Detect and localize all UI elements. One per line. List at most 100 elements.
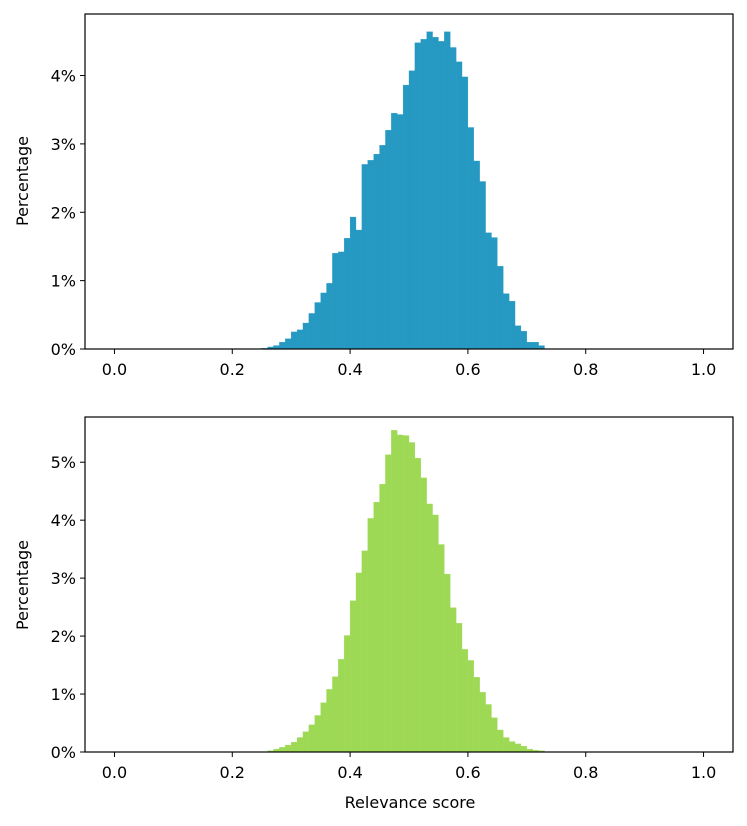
histogram-bar [408, 442, 416, 753]
histogram-bar [438, 544, 445, 753]
y-tick-label: 4% [51, 67, 76, 86]
x-tick-label: 0.8 [573, 360, 598, 379]
histogram-bar [473, 677, 480, 753]
histogram-bar [373, 153, 380, 350]
histogram-bar [432, 514, 439, 753]
histogram-bar [302, 322, 309, 350]
histogram-bar [344, 635, 351, 753]
histogram-bar [461, 649, 469, 753]
histogram-bar [308, 724, 315, 753]
relevance-histogram-top: Percentage 0.0 0.2 0.4 0.6 0.8 1.0 0% 1% 2% 3% 4% [13, 13, 734, 379]
y-axis-label: Percentage [13, 136, 32, 226]
histogram-bar [432, 37, 439, 350]
histogram-bar [485, 232, 492, 350]
histogram-bar [426, 503, 433, 753]
x-tick-label: 0.6 [455, 763, 480, 782]
x-tick-label: 1.0 [691, 360, 716, 379]
histogram-bar [291, 331, 298, 350]
x-tick-label: 0.4 [337, 763, 362, 782]
histogram-bar [444, 573, 451, 753]
histogram-bar [450, 607, 457, 753]
y-tick-label: 3% [51, 569, 76, 588]
histogram-bar [485, 704, 492, 753]
histogram-bar [520, 331, 527, 350]
histogram-bar [514, 325, 522, 350]
y-tick-label: 4% [51, 511, 76, 530]
y-tick-label: 3% [51, 135, 76, 154]
histogram-bar [361, 550, 368, 753]
histogram-bar [455, 623, 463, 753]
histogram-bar [479, 692, 486, 753]
histogram-bar [355, 572, 363, 753]
histogram-bar [514, 743, 522, 753]
histogram-bar [497, 266, 504, 350]
histogram-bar [349, 600, 357, 753]
histogram-bar [503, 737, 510, 753]
histogram-bar [397, 434, 404, 753]
histogram-bar [320, 292, 327, 350]
x-tick-label: 0.0 [102, 763, 127, 782]
histogram-bar [338, 251, 345, 350]
histogram-bar [467, 127, 474, 350]
y-tick-label: 2% [51, 627, 76, 646]
histogram-bar [402, 435, 410, 753]
histogram-bar [279, 342, 286, 350]
histogram-bar [379, 145, 386, 350]
y-tick-label: 2% [51, 203, 76, 222]
histogram-bar [349, 216, 357, 350]
histogram-bar [420, 477, 427, 753]
histogram-bar [308, 313, 315, 350]
histogram-bar [491, 237, 498, 350]
histogram-bar [426, 31, 433, 350]
histogram-bar [455, 61, 463, 350]
x-tick-label: 0.8 [573, 763, 598, 782]
relevance-histogram-bottom: Percentage Relevance score 0.0 0.2 0.4 0.6 0… [13, 416, 734, 812]
histogram-bar [296, 737, 304, 753]
histogram-bar [503, 293, 510, 350]
histogram-bars [267, 430, 545, 753]
histogram-bar [385, 130, 392, 350]
y-tick-label: 1% [51, 272, 76, 291]
histogram-bar [344, 238, 351, 350]
histogram-bar [520, 746, 527, 753]
histogram-bar [314, 715, 321, 753]
histogram-bar [397, 114, 404, 350]
histogram-bar [391, 112, 398, 350]
histogram-bar [491, 717, 498, 753]
x-tick-label: 1.0 [691, 763, 716, 782]
x-tick-label: 0.2 [220, 763, 245, 782]
histogram-bar [355, 229, 363, 350]
histogram-bar [391, 430, 398, 753]
histogram-bar [379, 484, 386, 753]
histogram-bar [444, 31, 451, 350]
x-axis-label: Relevance score [345, 793, 476, 812]
histogram-bar [285, 338, 292, 350]
y-axis-label: Percentage [13, 540, 32, 630]
axes-frame [84, 13, 734, 350]
histogram-bar [508, 741, 516, 753]
histogram-bar [373, 502, 380, 753]
histogram-bar [385, 454, 392, 753]
histogram-bar [479, 181, 486, 350]
histogram-bar [402, 84, 410, 350]
histogram-bar [532, 342, 539, 350]
histogram-bar [338, 659, 345, 753]
histogram-bar [497, 729, 504, 753]
histogram-bar [285, 744, 292, 753]
y-tick-label: 0% [51, 743, 76, 762]
histogram-bar [467, 660, 474, 753]
x-tick-label: 0.6 [455, 360, 480, 379]
x-tick-label: 0.2 [220, 360, 245, 379]
y-tick-label: 5% [51, 453, 76, 472]
histogram-bar [414, 457, 421, 753]
x-tick-label: 0.4 [337, 360, 362, 379]
histogram-bar [367, 160, 374, 350]
histogram-bar [473, 160, 480, 350]
histogram-bar [291, 742, 298, 753]
histogram-bar [526, 342, 533, 350]
axes-frame [84, 416, 734, 753]
histogram-bar [314, 302, 321, 350]
histogram-bar [320, 702, 327, 753]
histogram-bar [408, 70, 416, 350]
